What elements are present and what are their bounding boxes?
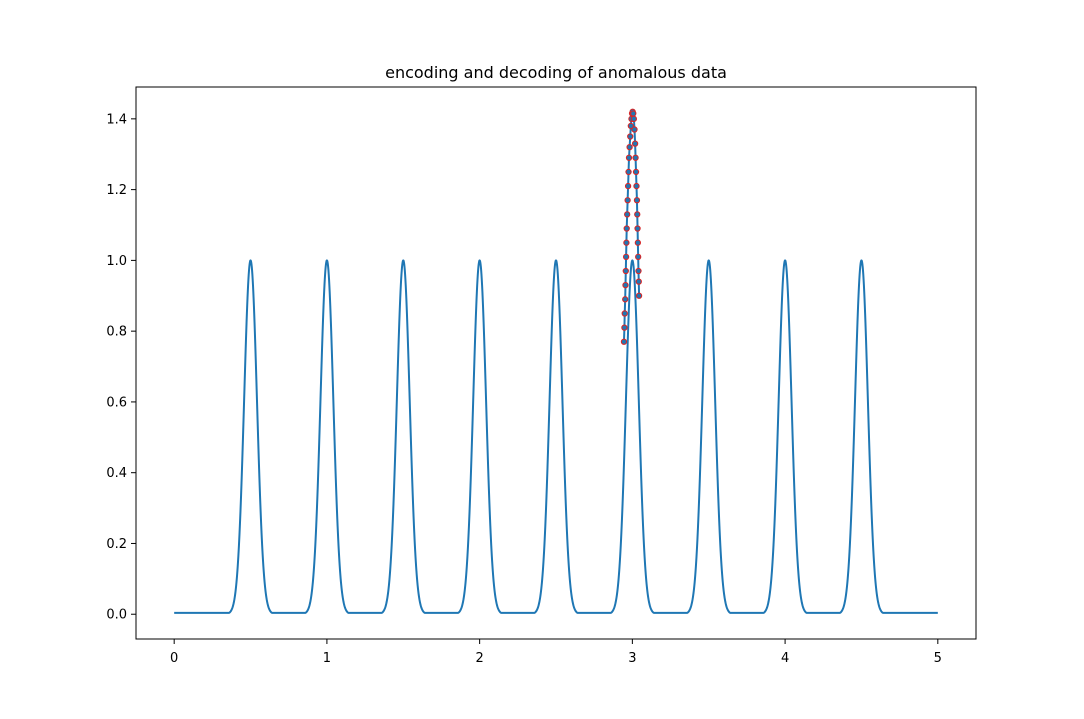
anomaly-point xyxy=(635,278,642,285)
x-tick-label: 1 xyxy=(323,651,331,666)
anomaly-point xyxy=(621,324,628,331)
anomaly-point xyxy=(635,267,642,275)
y-tick-label: 0.8 xyxy=(106,325,127,340)
anomaly-point xyxy=(635,253,642,260)
anomaly-point xyxy=(633,182,640,190)
anomaly-point xyxy=(623,225,630,232)
x-tick-label: 5 xyxy=(934,651,942,666)
anomaly-point xyxy=(630,110,637,117)
anomaly-point xyxy=(630,115,638,122)
anomaly-point xyxy=(634,225,641,232)
anomaly-point xyxy=(624,182,632,190)
y-tick-label: 1.0 xyxy=(106,254,127,269)
anomaly-point xyxy=(622,267,629,275)
anomaly-point xyxy=(621,310,628,317)
y-tick-label: 0.4 xyxy=(106,466,127,481)
anomaly-point xyxy=(624,197,631,204)
y-tick-label: 0.0 xyxy=(106,608,127,623)
anomaly-point xyxy=(622,296,629,303)
anomaly-point xyxy=(634,239,642,246)
anomaly-point xyxy=(632,154,639,161)
anomaly-point xyxy=(635,292,643,299)
anomaly-point xyxy=(626,144,633,151)
anomaly-point xyxy=(632,168,640,176)
x-tick-label: 4 xyxy=(781,651,789,666)
anomaly-point xyxy=(624,211,631,218)
x-tick-label: 0 xyxy=(170,651,178,666)
anomaly-point xyxy=(625,154,633,161)
plot-area xyxy=(173,108,939,614)
series-line xyxy=(173,259,939,614)
x-tick-label: 2 xyxy=(475,651,483,666)
x-axis: 0 1 2 3 4 5 xyxy=(170,639,942,666)
chart-title: encoding and decoding of anomalous data xyxy=(385,63,727,82)
y-axis: 0.0 0.2 0.4 0.6 0.8 1.0 1.2 1.4 xyxy=(106,112,136,623)
y-tick-label: 1.2 xyxy=(106,183,127,198)
anomaly-point xyxy=(620,338,628,345)
anomaly-point xyxy=(625,168,632,176)
plot-frame xyxy=(135,86,977,640)
y-tick-label: 1.4 xyxy=(106,112,127,127)
y-tick-label: 0.2 xyxy=(106,537,127,552)
anomaly-point xyxy=(631,140,639,147)
anomaly-point xyxy=(627,122,634,130)
x-tick-label: 3 xyxy=(628,651,636,666)
anomaly-point xyxy=(622,282,629,289)
anomaly-point xyxy=(627,133,634,140)
anomaly-point xyxy=(622,253,630,260)
y-tick-label: 0.6 xyxy=(106,395,127,410)
anomaly-point xyxy=(633,197,641,204)
anomaly-point xyxy=(634,211,641,218)
anomaly-point xyxy=(623,239,630,246)
anomaly-point xyxy=(631,126,638,133)
